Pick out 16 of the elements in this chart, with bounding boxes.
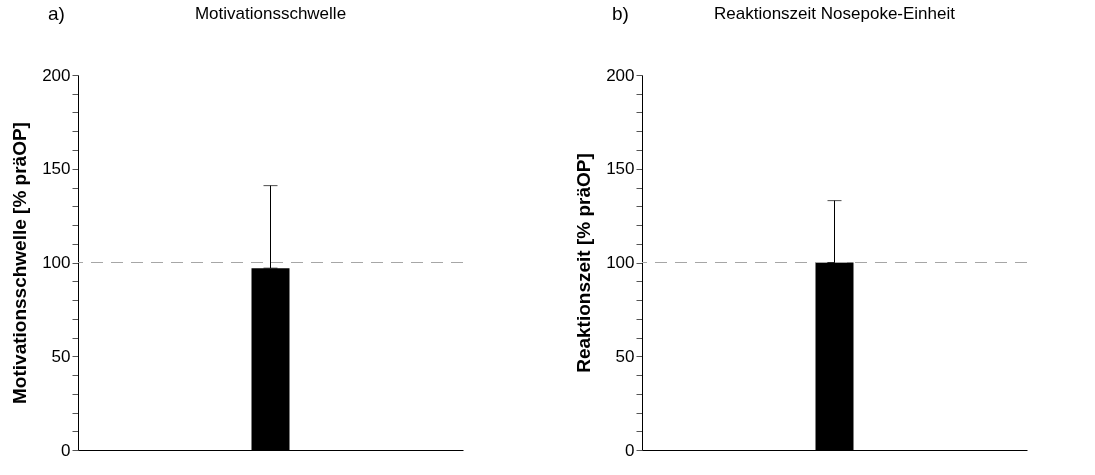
text: b) [612, 3, 629, 24]
chart-title: Motivationsschwelle [194, 4, 347, 23]
text: a) [48, 3, 65, 24]
y-tick-label: 150 [606, 159, 635, 179]
y-tick-label: 200 [42, 65, 71, 85]
y-tick-label: 50 [615, 346, 635, 366]
y-axis-title: Motivationsschwelle [% präOP] [9, 122, 31, 404]
y-tick-label: 0 [625, 440, 635, 460]
y-tick-label: 50 [51, 346, 71, 366]
chart-title: Reaktionszeit Nosepoke-Einheit [714, 4, 956, 23]
y-tick-label: 100 [606, 253, 635, 272]
y-tick-label: 100 [42, 253, 71, 272]
y-axis-title: Reaktionszeit [% präOP] [573, 153, 595, 373]
y-tick-label: 200 [606, 65, 635, 85]
y-tick-label: 0 [61, 440, 71, 460]
y-tick-label: 150 [42, 159, 71, 179]
